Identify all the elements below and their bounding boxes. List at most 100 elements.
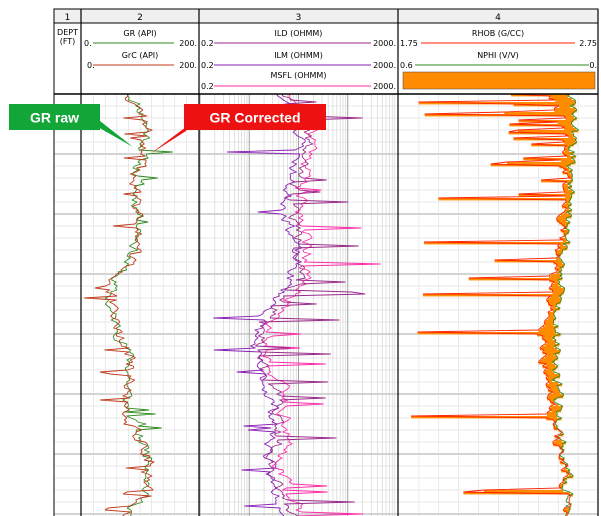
curve-ilm — [213, 94, 306, 516]
crossover-fill — [548, 302, 561, 305]
crossover-fill — [553, 420, 558, 423]
crossover-fill — [570, 178, 572, 181]
crossover-fill — [566, 472, 569, 475]
crossover-fill — [547, 380, 553, 383]
track-number-1: 1 — [65, 13, 71, 23]
crossover-fill — [545, 356, 557, 359]
track-number-2: 2 — [137, 13, 143, 23]
crossover-fill — [554, 426, 558, 429]
crossover-fill — [566, 146, 571, 149]
crossover-fill — [544, 322, 554, 325]
callout-gr-corrected-pointer — [150, 124, 190, 154]
crossover-fill — [550, 296, 560, 299]
crossover-fill — [546, 342, 556, 345]
crossover-fill — [552, 442, 567, 445]
crossover-fill — [564, 190, 573, 193]
crossover-fill — [563, 212, 567, 215]
crossover-fill — [548, 98, 572, 101]
crossover-fill — [547, 376, 560, 379]
curve-max-rhob: 2.75 — [579, 39, 597, 48]
crossover-fill — [564, 116, 574, 119]
crossover-fill — [565, 202, 569, 205]
crossover-fill — [504, 112, 575, 115]
crossover-fill — [537, 334, 561, 337]
crossover-fill — [563, 468, 567, 471]
callout-gr-corrected-text: GR Corrected — [209, 110, 300, 126]
crossover-fill — [557, 246, 568, 249]
crossover-fill — [538, 362, 553, 365]
crossover-fill — [546, 364, 556, 367]
curve-name-msfl: MSFL (OHMM) — [271, 71, 327, 80]
crossover-fill — [549, 408, 562, 411]
crossover-fill — [559, 166, 568, 169]
callout-gr-corrected: GR Corrected — [150, 104, 326, 154]
crossover-fill — [544, 340, 557, 343]
crossover-fill — [561, 432, 563, 435]
curve-min-rhob: 1.75 — [400, 39, 418, 48]
crossover-fill — [549, 400, 554, 403]
curve-name-nphi: NPHI (V/V) — [477, 51, 519, 60]
crossover-fill — [567, 174, 573, 177]
crossover-fill — [564, 142, 577, 145]
curve-grc — [83, 94, 155, 516]
crossover-fill — [564, 148, 569, 151]
crossover-fill — [543, 336, 556, 339]
crossover-fill — [547, 368, 557, 371]
curve-header-msfl[interactable]: MSFL (OHMM) 0.2 2000. — [201, 71, 396, 91]
crossover-fill — [550, 274, 563, 277]
crossover-fill — [545, 378, 556, 381]
curve-max-gr: 200. — [179, 39, 197, 48]
crossover-fill — [549, 316, 555, 319]
crossover-fill — [549, 276, 561, 279]
crossover-fill — [556, 272, 560, 275]
curve-header-ild[interactable]: ILD (OHMM) 0.2 2000. — [201, 29, 396, 48]
curve-max-nphi: 0. — [589, 61, 597, 70]
curve-min-gr: 0. — [84, 39, 92, 48]
crossover-fill — [569, 474, 572, 477]
crossover-fill — [563, 510, 570, 513]
crossover-fill — [551, 286, 562, 289]
crossover-fill — [565, 196, 572, 199]
curve-rhob — [411, 94, 572, 516]
crossover-fill — [565, 200, 571, 203]
crossover-fill — [548, 304, 557, 307]
crossover-fill — [549, 314, 554, 317]
crossover-fill — [556, 220, 567, 223]
crossover-fill — [559, 486, 563, 489]
crossover-fill — [563, 154, 571, 157]
crossover-fill — [545, 324, 554, 327]
curve-min-msfl: 0.2 — [201, 82, 214, 91]
crossover-fill — [567, 156, 576, 159]
crossover-fill — [543, 350, 561, 353]
curve-header-gr[interactable]: GR (API) 0. 200. — [84, 29, 197, 48]
crossover-fill — [545, 320, 554, 323]
crossover-fill — [564, 508, 571, 511]
crossover-fill — [546, 354, 555, 357]
curve-max-grc: 200. — [179, 61, 197, 70]
crossover-fill — [559, 106, 571, 109]
crossover-fill — [551, 410, 562, 413]
crossover-fill — [563, 204, 572, 207]
crossover-fill — [566, 170, 573, 173]
curve-header-rhob[interactable]: RHOB (G/CC) 1.75 2.75 — [400, 29, 597, 48]
curve-min-grc: 0. — [87, 61, 95, 70]
crossover-fill — [555, 250, 563, 253]
fill-swatch — [402, 71, 596, 90]
crossover-fill — [550, 406, 563, 409]
crossover-fill — [547, 412, 556, 415]
curve-header-ilm[interactable]: ILM (OHMM) 0.2 2000. — [201, 51, 396, 70]
crossover-fill — [546, 300, 562, 303]
curve-header-grc[interactable]: GrC (API) 0. 200. — [87, 51, 197, 70]
crossover-fill — [548, 390, 560, 393]
curve-header-nphi[interactable]: NPHI (V/V) 0.6 0. — [400, 51, 597, 70]
crossover-fill — [540, 328, 555, 331]
crossover-fill — [555, 100, 576, 103]
crossover-fill — [506, 162, 576, 165]
crossover-fill — [562, 184, 568, 187]
depth-label: DEPT — [57, 28, 78, 37]
curve-max-msfl: 2000. — [373, 82, 396, 91]
crossover-fill — [542, 326, 559, 329]
curve-ild — [255, 94, 366, 516]
crossover-fill — [564, 128, 576, 131]
